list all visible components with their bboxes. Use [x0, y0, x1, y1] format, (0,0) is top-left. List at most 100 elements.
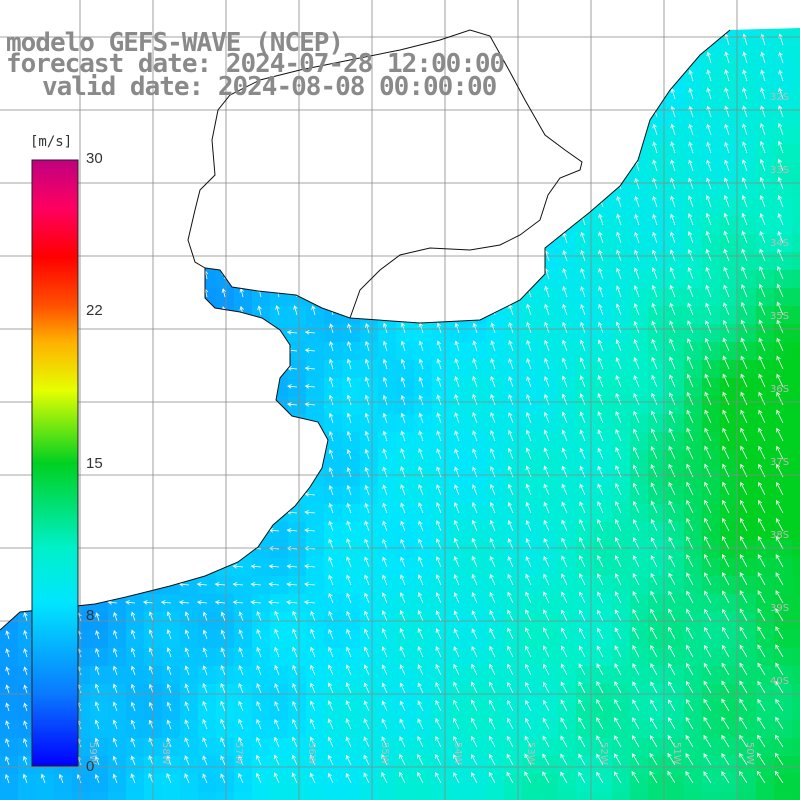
wind-arrow	[739, 608, 748, 622]
speed-cell	[216, 648, 235, 667]
speed-cell	[324, 540, 343, 559]
speed-cell	[234, 558, 253, 577]
longitude-label: 54W	[452, 742, 463, 765]
wind-arrow	[184, 701, 190, 712]
speed-cell	[738, 234, 757, 253]
speed-cell	[486, 450, 505, 469]
speed-cell	[702, 432, 721, 451]
speed-cell	[468, 558, 487, 577]
wind-arrow	[382, 484, 388, 496]
wind-arrow	[705, 284, 712, 298]
wind-arrow	[650, 626, 658, 640]
speed-cell	[522, 792, 541, 800]
speed-cell	[234, 648, 253, 667]
wind-arrow	[670, 87, 676, 100]
wind-arrow	[578, 753, 586, 766]
wind-arrow	[578, 699, 586, 712]
speed-cell	[342, 738, 361, 757]
speed-cell	[198, 774, 217, 793]
wind-arrow	[597, 518, 604, 532]
speed-cell	[756, 486, 775, 505]
speed-cell	[702, 162, 721, 181]
wind-arrow	[436, 502, 442, 514]
wind-arrow	[703, 771, 712, 784]
speed-cell	[702, 738, 721, 757]
speed-cell	[612, 630, 631, 649]
speed-cell	[396, 630, 415, 649]
speed-cell	[288, 540, 307, 559]
wind-arrow	[651, 284, 658, 298]
speed-cell	[450, 594, 469, 613]
speed-cell	[756, 540, 775, 559]
speed-cell	[720, 522, 739, 541]
speed-cell	[396, 504, 415, 523]
speed-cell	[90, 738, 109, 757]
wind-arrow	[706, 159, 712, 172]
speed-cell	[612, 306, 631, 325]
wind-arrow	[525, 591, 532, 604]
wind-arrow	[166, 772, 172, 784]
wind-arrow	[686, 662, 694, 676]
wind-arrow	[758, 337, 766, 352]
wind-arrow	[148, 701, 154, 712]
wind-arrow	[399, 646, 406, 658]
speed-cell	[702, 774, 721, 793]
speed-cell	[612, 756, 631, 775]
wind-arrow	[543, 411, 550, 424]
wind-arrow	[615, 303, 622, 316]
speed-cell	[378, 522, 397, 541]
wind-arrow	[596, 573, 604, 586]
speed-cell	[648, 396, 667, 415]
wind-arrow	[220, 611, 226, 622]
wind-arrow	[130, 719, 136, 730]
wind-arrow	[327, 754, 334, 766]
longitude-label: 59W	[87, 742, 98, 765]
wind-arrow	[382, 556, 388, 568]
speed-cell	[306, 648, 325, 667]
wind-arrow	[417, 700, 424, 712]
speed-cell	[594, 738, 613, 757]
wind-arrow	[685, 734, 694, 748]
speed-cell	[558, 288, 577, 307]
speed-cell	[558, 432, 577, 451]
wind-arrow	[578, 771, 586, 784]
longitude-label: 57W	[233, 742, 244, 765]
speed-cell	[702, 720, 721, 739]
wind-arrow	[614, 699, 622, 712]
wind-arrow	[775, 716, 784, 730]
speed-cell	[162, 774, 181, 793]
wind-arrow	[309, 772, 316, 784]
wind-arrow	[220, 755, 226, 766]
wind-arrow	[561, 501, 568, 514]
wind-arrow	[543, 555, 550, 568]
speed-cell	[558, 360, 577, 379]
speed-cell	[270, 756, 289, 775]
wind-arrow	[304, 510, 316, 515]
wind-arrow	[310, 628, 316, 640]
speed-cell	[648, 684, 667, 703]
wind-arrow	[739, 572, 748, 586]
speed-cell	[306, 774, 325, 793]
speed-cell	[54, 792, 73, 800]
speed-cell	[216, 774, 235, 793]
wind-arrow	[328, 449, 334, 460]
speed-cell	[666, 792, 685, 800]
wind-arrow	[435, 592, 442, 604]
speed-cell	[630, 396, 649, 415]
speed-cell	[72, 792, 91, 800]
wind-arrow	[616, 195, 622, 208]
wind-arrow	[507, 609, 514, 622]
wind-arrow	[381, 628, 388, 640]
speed-cell	[666, 126, 685, 145]
wind-arrow	[287, 384, 298, 389]
speed-cell	[684, 288, 703, 307]
speed-cell	[630, 648, 649, 667]
wind-arrow	[776, 283, 784, 298]
wind-arrow	[346, 412, 352, 424]
speed-cell	[0, 720, 19, 739]
wind-arrow	[417, 718, 424, 730]
wind-arrow	[759, 212, 766, 226]
wind-arrow	[704, 337, 712, 352]
speed-cell	[792, 558, 800, 577]
speed-cell	[774, 342, 793, 361]
